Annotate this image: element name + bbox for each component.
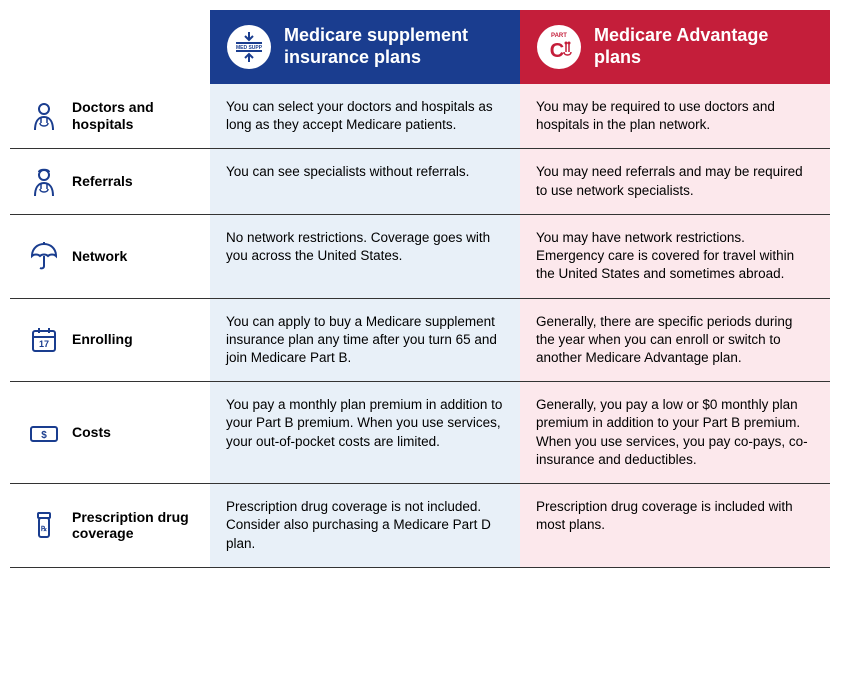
header-advantage-title: Medicare Advantage plans — [594, 25, 814, 68]
cell-adv-referrals: You may need referrals and may be requir… — [520, 149, 830, 214]
cell-supp-prescription: Prescription drug coverage is not includ… — [210, 484, 520, 568]
header-supplement-title: Medicare supplement insurance plans — [284, 25, 504, 68]
row-label-doctors: Doctors and hospitals — [10, 84, 210, 149]
cell-supp-network: No network restrictions. Coverage goes w… — [210, 215, 520, 299]
row-label-text: Network — [72, 248, 127, 265]
svg-text:C: C — [550, 40, 564, 62]
row-label-referrals: Referrals — [10, 149, 210, 214]
row-label-text: Referrals — [72, 173, 133, 190]
cell-adv-enrolling: Generally, there are specific periods du… — [520, 299, 830, 383]
part-c-badge-icon: PART C — [536, 24, 582, 70]
row-label-text: Enrolling — [72, 331, 133, 348]
cell-adv-network: You may have network restrictions. Emerg… — [520, 215, 830, 299]
cell-adv-prescription: Prescription drug coverage is included w… — [520, 484, 830, 568]
dollar-bill-icon: $ — [28, 417, 60, 449]
specialist-icon — [28, 166, 60, 198]
cell-supp-costs: You pay a monthly plan premium in additi… — [210, 382, 520, 484]
cell-supp-doctors: You can select your doctors and hospital… — [210, 84, 520, 149]
row-label-enrolling: 17 Enrolling — [10, 299, 210, 383]
svg-text:MED SUPP: MED SUPP — [236, 45, 263, 51]
cell-supp-enrolling: You can apply to buy a Medicare suppleme… — [210, 299, 520, 383]
row-label-text: Prescription drug coverage — [72, 509, 200, 543]
med-supp-badge-icon: MED SUPP — [226, 24, 272, 70]
comparison-table: MED SUPP Medicare supplement insurance p… — [10, 10, 843, 568]
cell-adv-costs: Generally, you pay a low or $0 monthly p… — [520, 382, 830, 484]
row-label-costs: $ Costs — [10, 382, 210, 484]
header-empty-cell — [10, 10, 210, 84]
row-label-text: Doctors and hospitals — [72, 99, 200, 133]
row-label-prescription: ℞ Prescription drug coverage — [10, 484, 210, 568]
header-advantage: PART C Medicare Advantage plans — [520, 10, 830, 84]
svg-text:$: $ — [41, 430, 47, 441]
header-supplement: MED SUPP Medicare supplement insurance p… — [210, 10, 520, 84]
cell-supp-referrals: You can see specialists without referral… — [210, 149, 520, 214]
svg-text:PART: PART — [551, 33, 567, 39]
svg-text:17: 17 — [39, 339, 49, 349]
row-label-network: Network — [10, 215, 210, 299]
calendar-icon: 17 — [28, 324, 60, 356]
cell-adv-doctors: You may be required to use doctors and h… — [520, 84, 830, 149]
svg-text:℞: ℞ — [41, 525, 48, 533]
doctor-icon — [28, 100, 60, 132]
row-label-text: Costs — [72, 424, 111, 441]
pill-bottle-icon: ℞ — [28, 509, 60, 541]
umbrella-icon — [28, 240, 60, 272]
